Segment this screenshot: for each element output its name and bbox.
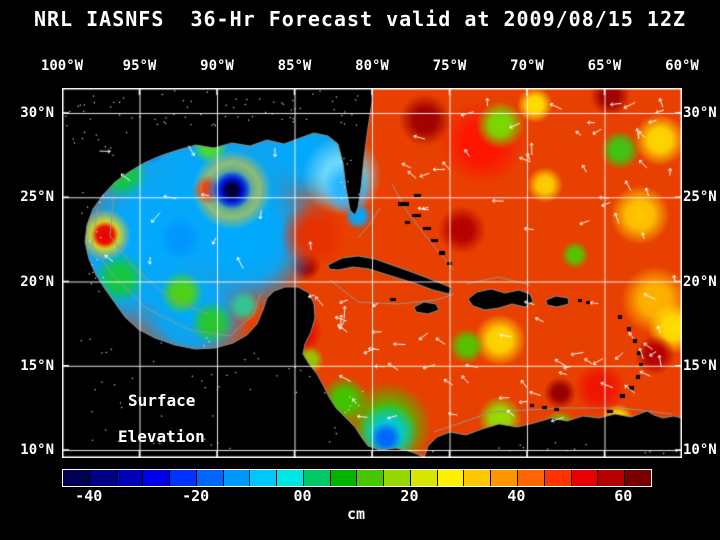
colorbar-tick-label: 20 [400,487,419,505]
colorbar-segment [518,470,544,486]
colorbar-segment [625,470,651,486]
colorbar-segment [143,470,170,486]
colorbar-tick-label: 00 [293,487,312,505]
colorbar-segment [116,470,143,486]
lat-label-right: 30°N [683,105,717,121]
colorbar-segment [544,470,571,486]
overlay-label-elevation: Elevation [118,427,205,446]
colorbar-segment [89,470,116,486]
colorbar-segment [464,470,491,486]
lon-label: 75°W [432,58,467,74]
colorbar-segment [170,470,196,486]
colorbar-segment [598,470,625,486]
colorbar-segment [410,470,437,486]
colorbar-segment [277,470,303,486]
colorbar-segment [63,470,89,486]
colorbar-segment [196,470,223,486]
lat-label-right: 15°N [683,357,717,374]
colorbar-segment [223,470,250,486]
lat-label-left: 30°N [20,105,54,121]
lat-label-right: 10°N [683,442,717,458]
lon-label: 95°W [122,58,157,74]
colorbar-tick-label: -20 [182,487,210,505]
overlay-label-surface: Surface [128,391,196,410]
colorbar-tick-label: 60 [614,487,633,505]
lon-label: 60°W [665,58,699,74]
lat-label-left: 25°N [20,189,54,206]
colorbar-segment [491,470,518,486]
colorbar-tick-label: 40 [507,487,526,505]
colorbar-tick-label: -40 [75,487,103,505]
lon-label: 90°W [200,58,234,74]
lon-label: 65°W [587,58,622,74]
map-canvas [62,88,682,458]
lon-label: 80°W [355,58,389,74]
colorbar-tick-row: -40 -20 00 20 40 60 [62,487,650,505]
lat-label-left: 10°N [20,442,54,458]
lon-label: 85°W [277,58,312,74]
colorbar [62,469,652,487]
colorbar-segment [571,470,598,486]
lat-label-left: 15°N [20,357,54,374]
colorbar-segment [384,470,410,486]
lon-label: 70°W [510,58,544,74]
lat-label-right: 25°N [683,189,717,206]
colorbar-segment [437,470,464,486]
lat-label-left: 20°N [20,273,54,290]
colorbar-segment [303,470,330,486]
colorbar-segment [357,470,384,486]
colorbar-units-label: cm [346,505,366,523]
lat-label-right: 20°N [683,273,717,290]
lon-label: 100°W [40,58,84,74]
colorbar-segment [330,470,357,486]
page-title: NRL IASNFS 36-Hr Forecast valid at 2009/… [33,7,687,31]
colorbar-segment [250,470,277,486]
